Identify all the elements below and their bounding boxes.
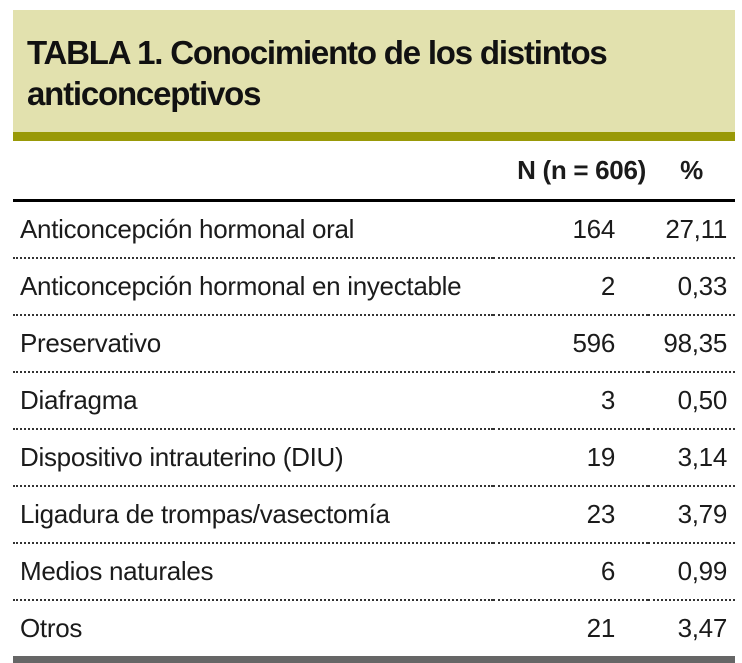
column-header-label (13, 141, 493, 201)
row-label: Diafragma (20, 385, 138, 415)
header-row: N (n = 606) % (13, 141, 735, 201)
table-title-line-2: anticonceptivos (27, 75, 261, 112)
row-label: Otros (20, 613, 83, 643)
row-pct-value: 3,47 (677, 613, 728, 643)
table-title-line-1: TABLA 1. Conocimiento de los distintos (27, 34, 608, 71)
row-label: Dispositivo intrauterino (DIU) (20, 442, 344, 472)
row-n-value: 3 (600, 385, 615, 415)
table-row: Otros 21 3,47 (13, 600, 735, 656)
row-pct-value: 0,99 (677, 556, 728, 586)
row-n-value: 2 (600, 271, 615, 301)
row-pct-value: 3,14 (677, 442, 728, 472)
olive-divider (13, 132, 735, 141)
row-label: Ligadura de trompas/vasectomía (20, 499, 390, 529)
row-n-value: 596 (572, 328, 616, 358)
table-bottom-divider (13, 656, 735, 663)
table-row: Medios naturales 6 0,99 (13, 543, 735, 600)
table-title-block: TABLA 1. Conocimiento de los distintos a… (13, 10, 735, 132)
row-n-value: 6 (600, 556, 615, 586)
row-n-value: 23 (586, 499, 616, 529)
row-label: Anticoncepción hormonal en inyectable (20, 271, 462, 301)
row-label: Preservativo (20, 328, 161, 358)
table-row: Anticoncepción hormonal oral 164 27,11 (13, 201, 735, 259)
row-pct-value: 3,79 (677, 499, 728, 529)
table-row: Preservativo 596 98,35 (13, 315, 735, 372)
row-pct-value: 0,33 (677, 271, 728, 301)
row-n-value: 21 (586, 613, 616, 643)
row-pct-value: 0,50 (677, 385, 728, 415)
table-row: Anticoncepción hormonal en inyectable 2 … (13, 258, 735, 315)
column-header-n: N (n = 606) (517, 154, 646, 185)
row-pct-value: 98,35 (663, 328, 727, 358)
table-row: Ligadura de trompas/vasectomía 23 3,79 (13, 486, 735, 543)
row-label: Anticoncepción hormonal oral (20, 214, 355, 244)
table-row: Diafragma 3 0,50 (13, 372, 735, 429)
table-row: Dispositivo intrauterino (DIU) 19 3,14 (13, 429, 735, 486)
column-header-pct: % (680, 154, 703, 185)
row-label: Medios naturales (20, 556, 214, 586)
row-pct-value: 27,11 (665, 214, 727, 244)
row-n-value: 19 (586, 442, 616, 472)
contraceptive-knowledge-table: N (n = 606) % Anticoncepción hormonal or… (13, 141, 735, 656)
row-n-value: 164 (572, 214, 616, 244)
